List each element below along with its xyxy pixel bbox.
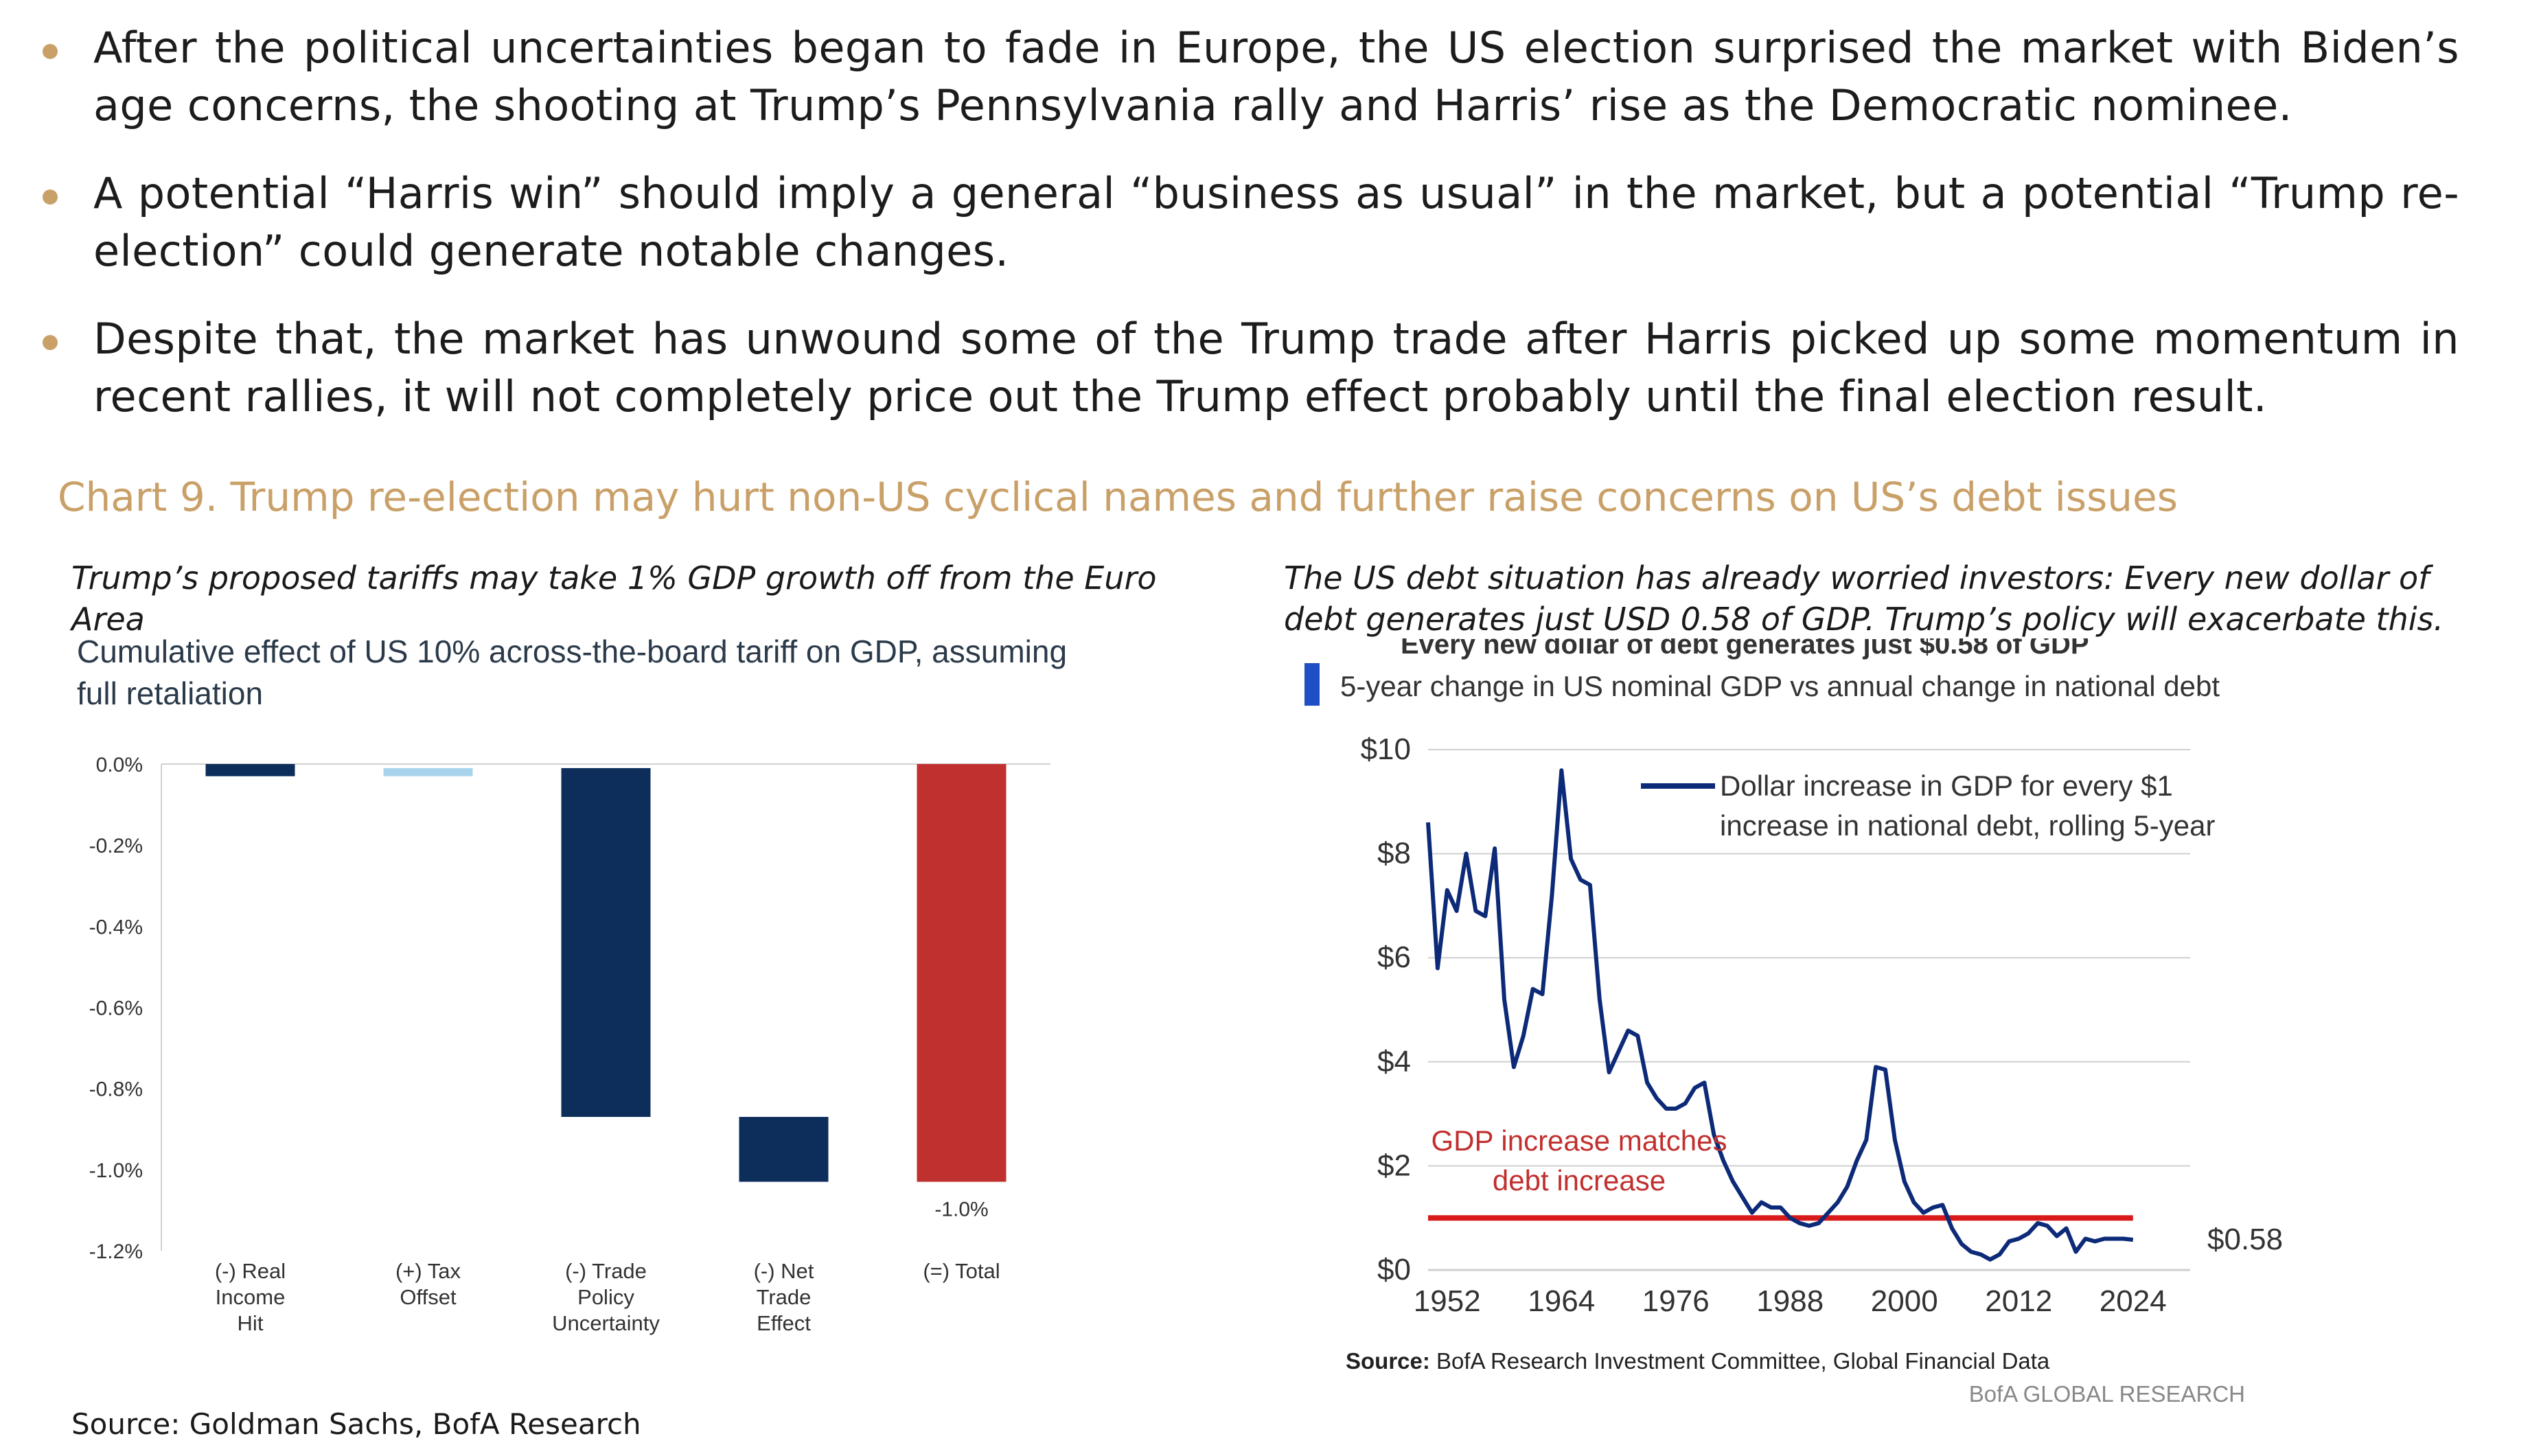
y-tick-label: $6: [1377, 940, 1411, 974]
bullet-dot-icon: [43, 335, 58, 350]
bar-chart-title: Cumulative effect of US 10% across-the-b…: [77, 634, 1067, 711]
tariff-bar-chart: Cumulative effect of US 10% across-the-b…: [77, 634, 1067, 1335]
bar: [917, 764, 1007, 1182]
x-category-label: (-) Net: [754, 1259, 814, 1283]
bar-chart-axes: 0.0% -0.2% -0.4% -0.6% -0.8% -1.0% -1.2%: [89, 754, 1050, 1263]
y-tick-label: $8: [1377, 837, 1411, 870]
x-tick-label: 2000: [1871, 1284, 1938, 1318]
y-tick-label: -1.0%: [89, 1159, 143, 1182]
x-category-label: (-) Real: [215, 1259, 286, 1283]
bullet-text: A potential “Harris win” should imply a …: [93, 168, 2459, 276]
bullet-item: A potential “Harris win” should imply a …: [43, 165, 2459, 280]
bullet-list: After the political uncertainties began …: [43, 19, 2459, 456]
title-marker-icon: [1304, 663, 1320, 706]
header-mask: [1291, 665, 2499, 678]
x-category-label: Uncertainty: [552, 1311, 660, 1335]
x-category-label: Policy: [577, 1285, 634, 1309]
y-tick-label: $10: [1361, 732, 1411, 766]
x-tick-label: 2012: [1985, 1284, 2052, 1318]
y-tick-label: 0.0%: [96, 754, 143, 776]
line-chart-series: [1426, 768, 2134, 1262]
y-tick-label: $0: [1377, 1253, 1411, 1286]
y-tick-label: -0.6%: [89, 997, 143, 1020]
x-tick-label: 1976: [1642, 1284, 1710, 1318]
line-chart-annotations: Dollar increase in GDP for every $1 incre…: [1346, 770, 2283, 1407]
gdp-per-debt-line: [1426, 768, 2134, 1262]
bullet-text: After the political uncertainties began …: [93, 23, 2459, 130]
y-tick-label: -1.2%: [89, 1240, 143, 1263]
source-note: Source: Goldman Sachs, BofA Research: [71, 1407, 641, 1441]
x-category-label: Hit: [238, 1311, 264, 1335]
line-chart-title: 5-year change in US nominal GDP vs annua…: [1340, 670, 2220, 702]
brand-label: BofA GLOBAL RESEARCH: [1969, 1381, 2245, 1407]
end-value-label: $0.58: [2207, 1223, 2283, 1256]
y-tick-label: -0.8%: [89, 1078, 143, 1101]
legend-label: increase in national debt, rolling 5-yea…: [1720, 809, 2215, 842]
bar-title-line: full retaliation: [77, 675, 263, 711]
x-category-label: (-) Trade: [565, 1259, 647, 1283]
chart-header-cutoff: Every new dollar of debt generates just …: [1401, 638, 2089, 660]
chart-title: Chart 9. Trump re-election may hurt non-…: [58, 474, 2178, 520]
x-category-label: (+) Tax: [395, 1259, 461, 1283]
bar-data-label: -1.0%: [934, 1199, 988, 1221]
debt-line-chart: Every new dollar of debt generates just …: [1291, 638, 2499, 1407]
y-tick-label: -0.4%: [89, 916, 143, 938]
right-chart-subtitle: The US debt situation has already worrie…: [1284, 559, 2444, 638]
x-category-label: Income: [216, 1285, 286, 1309]
bar: [561, 767, 651, 1118]
annotation-label: debt increase: [1493, 1164, 1666, 1197]
bullet-text: Despite that, the market has unwound som…: [93, 314, 2459, 421]
left-chart-subtitle: Trump’s proposed tariffs may take 1% GDP…: [71, 559, 1157, 638]
bar-chart-bars: -1.0%: [205, 764, 1007, 1221]
annotation-label: GDP increase matches: [1431, 1124, 1727, 1157]
x-tick-label: 1964: [1528, 1284, 1595, 1318]
y-tick-label: -0.2%: [89, 835, 143, 857]
line-chart-source: Source: BofA Research Investment Committ…: [1346, 1348, 2050, 1374]
y-tick-label: $2: [1377, 1148, 1411, 1182]
bar-title-line: Cumulative effect of US 10% across-the-b…: [77, 634, 1067, 669]
x-tick-label: 1952: [1414, 1284, 1481, 1318]
bullet-item: Despite that, the market has unwound som…: [43, 310, 2459, 426]
x-category-label: Trade: [757, 1285, 812, 1309]
bar: [739, 1117, 829, 1182]
x-tick-label: 1988: [1756, 1284, 1824, 1318]
bullet-dot-icon: [43, 44, 58, 59]
x-category-label: Effect: [757, 1311, 811, 1335]
bullet-item: After the political uncertainties began …: [43, 19, 2459, 135]
y-tick-label: $4: [1377, 1045, 1411, 1078]
bar: [205, 764, 295, 776]
bullet-dot-icon: [43, 189, 58, 205]
x-category-label: Offset: [400, 1285, 457, 1309]
x-category-label: (=) Total: [923, 1259, 1000, 1283]
bar: [383, 767, 473, 776]
legend-label: Dollar increase in GDP for every $1: [1720, 770, 2173, 802]
x-tick-label: 2024: [2100, 1284, 2167, 1318]
